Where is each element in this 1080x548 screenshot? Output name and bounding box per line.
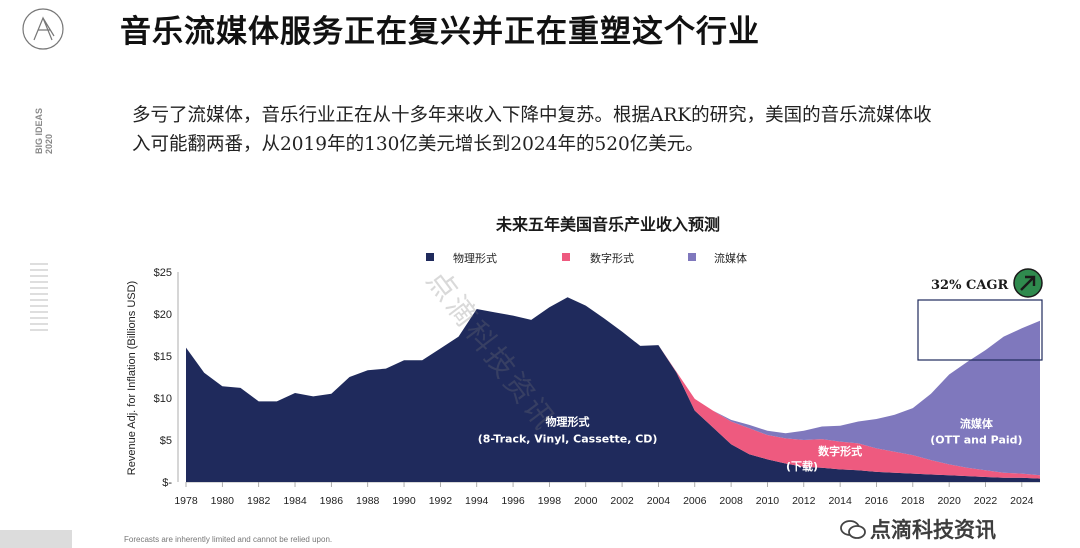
x-tick-label: 2014 xyxy=(828,495,852,507)
x-tick-label: 1982 xyxy=(247,495,271,507)
y-tick-label: $5 xyxy=(160,435,172,447)
cagr-label: 32% CAGR xyxy=(931,278,1009,293)
x-tick-label: 2018 xyxy=(901,495,925,507)
ark-logo xyxy=(22,8,64,50)
x-tick-label: 2010 xyxy=(756,495,780,507)
legend-swatch-streaming xyxy=(688,253,696,261)
area-label: (8-Track, Vinyl, Cassette, CD) xyxy=(478,433,658,446)
area-label: 物理形式 xyxy=(546,415,590,429)
y-tick-label: $- xyxy=(162,477,172,489)
legend-label-digital: 数字形式 xyxy=(590,251,634,265)
x-tick-label: 1978 xyxy=(174,495,198,507)
chart-title: 未来五年美国音乐产业收入预测 xyxy=(495,215,720,234)
page-title: 音乐流媒体服务正在复兴并正在重塑这个行业 xyxy=(120,14,760,50)
x-tick-label: 1988 xyxy=(356,495,380,507)
x-tick-label: 2012 xyxy=(792,495,816,507)
x-tick-label: 2024 xyxy=(1010,495,1034,507)
intro-line-2: 入可能翻两番，从2019年的130亿美元增长到2024年的520亿美元。 xyxy=(132,134,704,155)
page-corner-block xyxy=(0,530,72,548)
x-tick-label: 1996 xyxy=(501,495,525,507)
wechat-icon xyxy=(840,520,866,539)
x-tick-label: 1986 xyxy=(320,495,344,507)
side-decoration xyxy=(30,263,48,331)
y-tick-label: $25 xyxy=(154,267,172,279)
intro-paragraph: 多亏了流媒体，音乐行业正在从十多年来收入下降中复苏。根据ARK的研究，美国的音乐… xyxy=(132,101,1052,159)
x-tick-label: 1980 xyxy=(211,495,235,507)
x-tick-label: 2000 xyxy=(574,495,598,507)
area-label: 数字形式 xyxy=(818,444,862,458)
footnote: Forecasts are inherently limited and can… xyxy=(124,535,333,544)
x-axis: 1978 1980 1982 1984 1986 1988 1990 1992 1994 1996… xyxy=(174,481,1040,507)
area-label: (下载) xyxy=(786,459,818,473)
cagr-label-background xyxy=(924,268,1010,296)
x-tick-label: 2022 xyxy=(974,495,998,507)
area-label: 流媒体 xyxy=(960,416,994,430)
x-tick-label: 1992 xyxy=(429,495,453,507)
brand-name: 点滴科技资讯 xyxy=(870,518,996,542)
streaming-area xyxy=(186,297,1040,476)
x-tick-label: 2004 xyxy=(647,495,671,507)
brand-watermark: 点滴科技资讯 xyxy=(840,514,996,544)
x-tick-label: 1998 xyxy=(538,495,562,507)
legend-label-physical: 物理形式 xyxy=(453,251,497,265)
x-tick-label: 1984 xyxy=(283,495,307,507)
legend-swatch-digital xyxy=(562,253,570,261)
legend-label-streaming: 流媒体 xyxy=(714,251,747,265)
cagr-annotation: 32% CAGR xyxy=(917,268,1043,361)
x-tick-label: 2006 xyxy=(683,495,707,507)
area-label: (OTT and Paid) xyxy=(930,433,1022,446)
x-tick-label: 2016 xyxy=(865,495,889,507)
chart-legend: 物理形式 数字形式 流媒体 xyxy=(426,251,747,265)
legend-swatch-physical xyxy=(426,253,434,261)
x-tick-label: 2008 xyxy=(719,495,743,507)
physical-area xyxy=(186,297,1040,482)
x-tick-label: 2020 xyxy=(937,495,961,507)
intro-line-1: 多亏了流媒体，音乐行业正在从十多年来收入下降中复苏。根据ARK的研究，美国的音乐… xyxy=(132,105,932,126)
y-tick-label: $10 xyxy=(154,393,172,405)
y-tick-label: $15 xyxy=(154,351,172,363)
y-axis: $- $5 $10 $15 $20 $25 xyxy=(154,267,179,489)
y-axis-label: Revenue Adj. for Inflation (Billions USD… xyxy=(126,281,138,475)
trend-up-arrow-icon xyxy=(1013,268,1043,298)
area-labels: 物理形式 (8-Track, Vinyl, Cassette, CD) 数字形式(下… xyxy=(478,415,1023,474)
cagr-bracket xyxy=(917,299,1043,361)
x-tick-label: 1990 xyxy=(392,495,416,507)
x-tick-label: 1994 xyxy=(465,495,489,507)
y-tick-label: $20 xyxy=(154,309,172,321)
chart-areas xyxy=(186,297,1040,482)
x-tick-label: 2002 xyxy=(610,495,634,507)
